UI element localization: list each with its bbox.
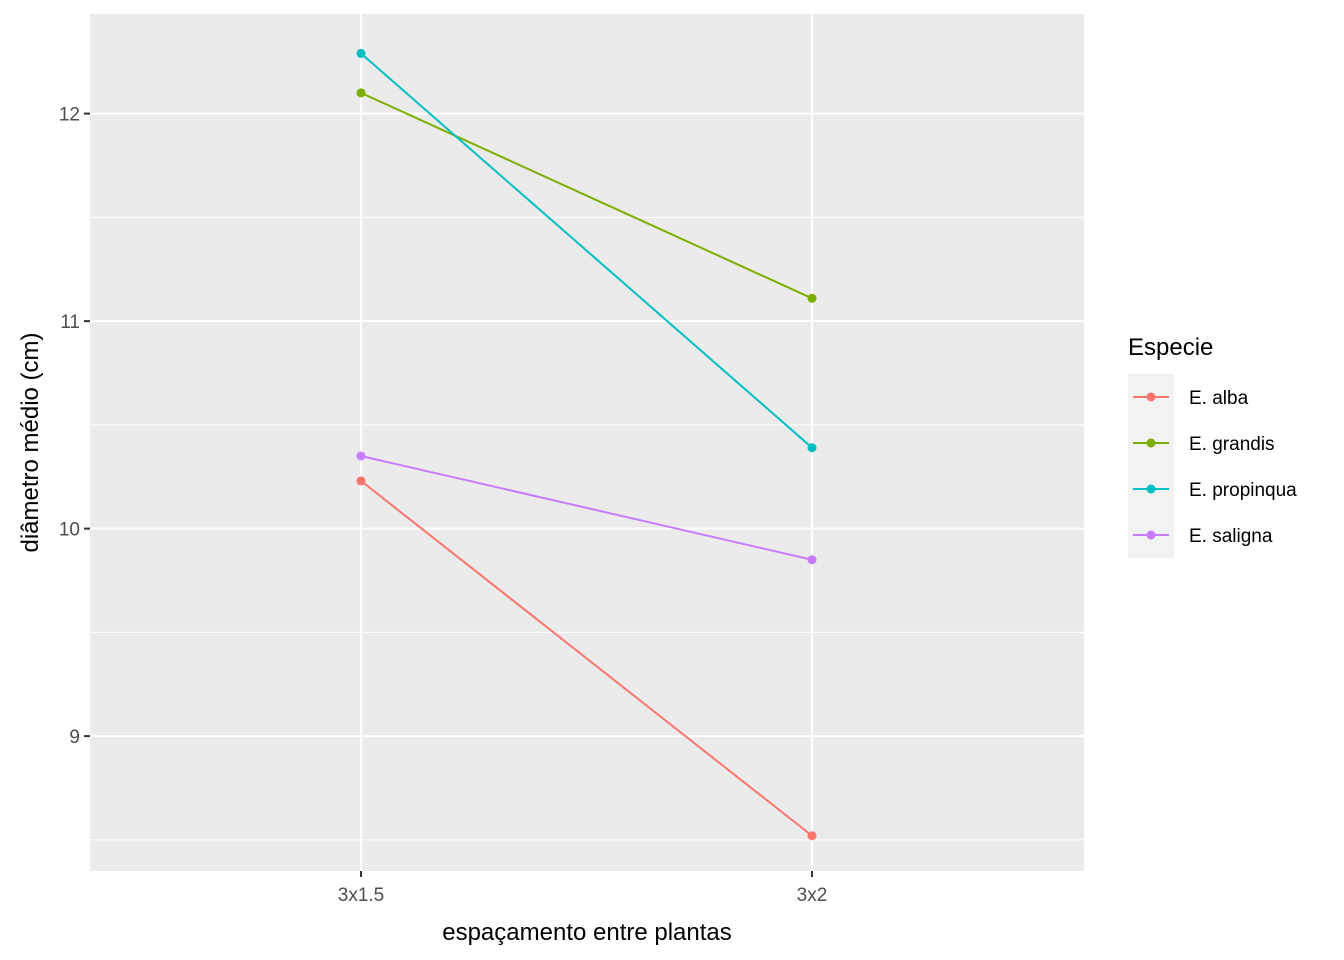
legend-label: E. grandis <box>1189 434 1275 455</box>
data-point <box>356 48 366 58</box>
x-tick-label: 3x2 <box>797 885 828 906</box>
legend-key-point <box>1146 484 1156 494</box>
data-point <box>356 476 366 486</box>
legend-label: E. alba <box>1189 388 1249 409</box>
data-point <box>356 451 366 461</box>
legend-label: E. saligna <box>1189 526 1273 547</box>
legend-key-point <box>1146 438 1156 448</box>
series-line <box>360 455 813 561</box>
series-layer <box>356 48 817 841</box>
legend-key-point <box>1146 530 1156 540</box>
legend-items: E. alba E. grandis E. propinqua E. saligna <box>1133 388 1297 547</box>
grid-minor <box>90 216 1084 841</box>
series-line <box>360 480 813 837</box>
y-tick-label: 9 <box>69 727 80 748</box>
x-axis-title: espaçamento entre plantas <box>442 919 732 946</box>
data-point <box>807 293 817 303</box>
y-tick-label: 10 <box>59 520 80 541</box>
x-axis: 3x1.5 3x2 <box>338 871 828 906</box>
legend-label: E. propinqua <box>1189 480 1297 501</box>
data-point <box>807 555 817 565</box>
y-tick-label: 12 <box>59 105 80 126</box>
legend-key-point <box>1146 392 1156 402</box>
y-axis-title: diâmetro médio (cm) <box>17 332 44 552</box>
series-line <box>360 52 813 449</box>
grid-major <box>90 14 1084 871</box>
panel-background <box>90 14 1084 871</box>
y-tick-label: 11 <box>60 312 80 333</box>
x-tick-label: 3x1.5 <box>338 885 384 906</box>
legend-key-background <box>1128 374 1174 558</box>
legend-title: Especie <box>1128 334 1213 361</box>
series-line <box>360 91 813 300</box>
data-point <box>807 443 817 453</box>
data-point <box>807 831 817 841</box>
data-point <box>356 88 366 98</box>
y-axis: 9 10 11 12 <box>59 105 90 748</box>
